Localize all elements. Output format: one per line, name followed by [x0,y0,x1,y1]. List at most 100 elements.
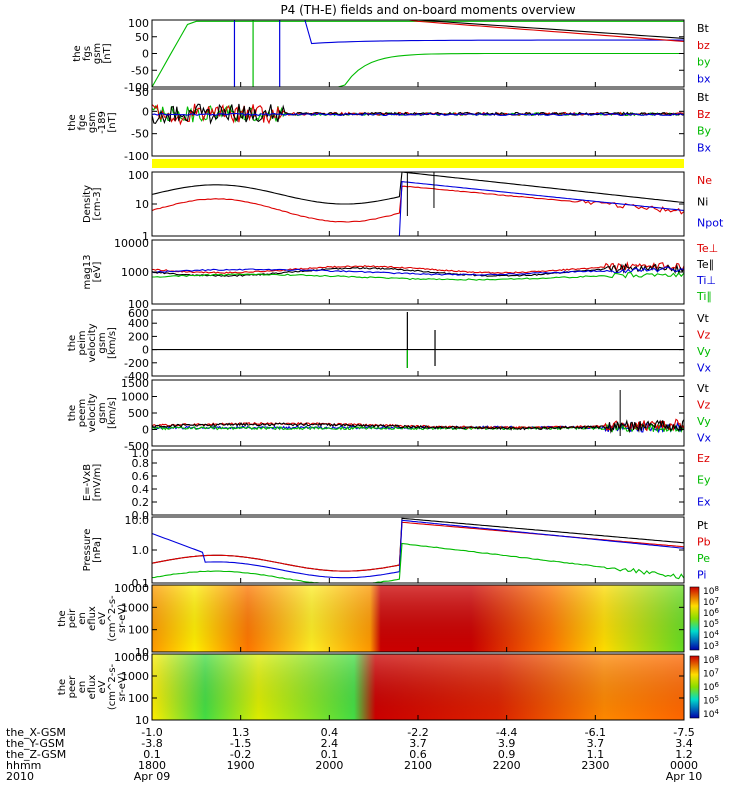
panel-efield-tick-label: 0.2 [132,496,150,509]
panel-temp-legend-3: Ti∥ [696,290,712,303]
x-axis-value: 2200 [493,759,521,772]
panel-peem-ylabel: the peem velocity gsm [km/s] [67,393,118,432]
panel-fgs-tick-label: 100 [128,17,149,30]
pressure-trace-pb [152,522,684,571]
panel-peem-tick-label: 0 [142,424,149,437]
panel-efield-legend-0: Ez [697,452,710,465]
panel-peim-legend-3: Vx [697,362,712,375]
panel-fgs-legend-1: bz [697,39,710,52]
panel-efield-legend-2: Ex [697,495,711,508]
panel-fgs-tick-label: 0 [142,48,149,61]
panel-pressure-ylabel-line: [nPa] [92,537,103,563]
panel-fge-tick-label: -50 [131,128,149,141]
panel-peir-tick-label: 10000 [114,582,149,595]
fgs-trace-bx [152,20,684,44]
panel-fge-ylabel-line: [nT] [107,112,118,132]
panel-fgs-ylabel: the fgs gsm [nT] [72,43,113,64]
panel-fge-ylabel: the fge gsm -189 [nT] [67,111,118,134]
panel-fge-legend-0: Bt [697,91,710,104]
panel-fgs-traces [152,20,684,87]
x-axis-value: Apr 10 [666,770,703,783]
panel-temp-tick-label: 1000 [121,266,149,279]
panel-peim-frame [152,310,684,376]
panel-pressure-legend-2: Pe [697,552,710,565]
panel-density-ylabel-line: [cm-3] [92,187,103,220]
density-trace-ne [152,186,684,222]
panel-temp-legend-2: Ti⊥ [696,274,716,287]
panel-fgs-ylabel-line: [nT] [102,43,113,63]
panel-density-traces [152,172,684,236]
x-axis-value: 2100 [404,759,432,772]
panel-temp-tick-label: 10000 [114,237,149,250]
panel-peim: 6004002000-200-400the peim velocity gsm [km/… [67,307,712,383]
panel-peim-traces [152,312,684,368]
panel-fge-legend-3: Bx [697,141,712,154]
panel-temp-frame [152,240,684,304]
panel-efield-legend-1: Ey [697,474,711,487]
panel-peem-ylabel-line: [km/s] [107,397,118,429]
x-axis-value: 2000 [315,759,343,772]
panel-density-legend-1: Ni [697,195,708,208]
panel-peir-tick-label: 100 [128,624,149,637]
panel-fge-tick-label: 50 [135,86,149,99]
panel-density: 100 10 1 Density [cm-3] Ne Ni Npot [82,169,724,243]
peir-spectrogram-shade [152,585,684,652]
panel-peer-ylabel-line: sr-eV) [117,672,128,701]
panel-peim-ylabel: the peim velocity gsm [km/s] [67,323,118,362]
plot-title: P4 (TH-E) fields and on-board moments ov… [280,3,575,17]
panel-pressure-legend-0: Pt [697,519,709,532]
panel-pressure-tick-label: 1.0 [132,544,150,557]
panel-peim-tick-label: -200 [124,357,149,370]
panel-efield-tick-label: 0.8 [132,457,150,470]
panel-peim-tick-label: 400 [128,317,149,330]
panel-pressure-tick-label: 10.0 [125,514,150,527]
panel-density-ylabel: Density [cm-3] [82,185,103,223]
panel-temp-legend-1: Te∥ [696,258,714,271]
panel-temp-ylabel-line: [eV] [92,262,103,283]
panel-fge-legend-2: By [697,125,712,138]
panel-density-frame [152,172,684,236]
panel-peir: 10810710610510410310000100010010the peir e… [57,582,719,659]
panel-pressure-traces [152,518,684,583]
panel-efield: 1.00.80.60.40.20.0E=-VxB [mV/m]EzEyEx [82,447,711,522]
x-axis-value: 1900 [227,759,255,772]
panel-peem-traces [152,390,684,436]
panel-density-tick-label: 10 [135,198,149,211]
panel-peem-legend-3: Vx [697,432,712,445]
panel-temp-ylabel: mag13 [eV] [82,255,103,290]
fgs-trace-by-right [152,54,684,88]
panel-efield-frame [152,450,684,515]
panel-fge-tick-label: 0 [142,105,149,118]
panel-efield-ylabel-line: [mV/m] [92,464,103,502]
panel-peem-legend-1: Vz [697,399,711,412]
panel-peim-tick-label: 200 [128,330,149,343]
panel-peim-ylabel-line: [km/s] [107,327,118,359]
peir-colorbar-label: 103 [703,640,719,652]
panel-pressure-legend-1: Pb [697,536,711,549]
peer-colorbar-label: 107 [703,668,719,680]
panel-density-legend-2: Npot [697,217,724,230]
panel-pressure-frame [152,517,684,583]
peer-colorbar [690,656,699,718]
fgs-trace-bz [152,20,684,41]
panel-fge: 500-50-100the fge gsm -189 [nT]BtBzByBx [67,86,712,163]
pressure-trace-pe [152,544,684,584]
panel-efield-tick-label: 0.4 [132,483,150,496]
panel-efield-tick-label: 0.6 [132,470,150,483]
panel-fge-traces [152,89,684,156]
panel-peer-traces [152,654,684,720]
panel-peer-tick-label: 10000 [114,651,149,664]
pressure-trace-pi [152,520,684,577]
panel-temp: 100001000100mag13 [eV]Te⊥Te∥Ti⊥Ti∥ [82,237,718,311]
panel-peir-ylabel: the peir en eflux eV (cm^2-s-sr-eV) [57,595,128,642]
panel-peem-legend-0: Vt [697,382,710,395]
panel-pressure: 10.01.00.1Pressure [nPa]PtPbPePi [82,514,711,590]
panels-group: 100500-50-100the fgs gsm [nT]Btbzbybx500-50… [57,17,724,727]
panel-peer: 10810710610510410000100010010the peer en ef… [57,651,719,727]
panel-fgs: 100500-50-100the fgs gsm [nT]Btbzbybx [72,17,711,94]
panel-fgs-legend-0: Bt [697,22,710,35]
panel-efield-ylabel: E=-VxB [mV/m] [82,464,103,502]
panel-peim-legend-0: Vt [697,312,710,325]
panel-pressure-legend-3: Pi [697,569,706,582]
